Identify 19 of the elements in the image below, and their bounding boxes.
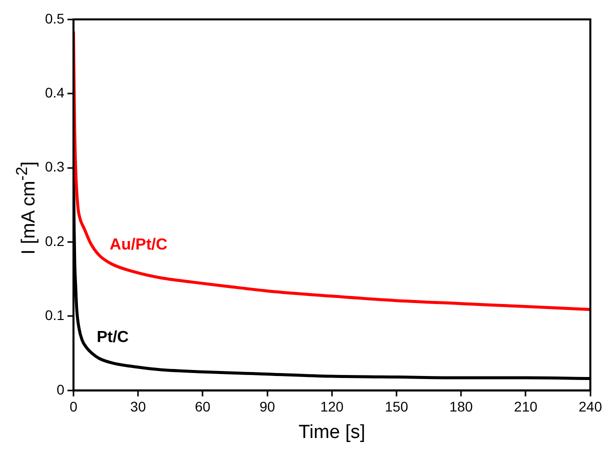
y-tick-label: 0.3 <box>44 158 65 175</box>
series-label: Pt/C <box>96 328 130 346</box>
x-tick-label: 150 <box>384 398 408 415</box>
y-tick-label: 0.2 <box>44 232 65 249</box>
series-label: Au/Pt/C <box>110 236 168 254</box>
y-tick-label: 0.1 <box>44 307 65 324</box>
x-tick-label: 210 <box>514 398 538 415</box>
x-tick-label: 240 <box>578 398 602 415</box>
x-tick-label: 180 <box>449 398 473 415</box>
x-tick-label: 90 <box>259 398 276 415</box>
x-axis-title: Time [s] <box>298 422 366 443</box>
x-tick-label: 0 <box>70 398 78 415</box>
x-tick-label: 120 <box>320 398 344 415</box>
x-tick-label: 60 <box>194 398 211 415</box>
y-tick-label: 0.4 <box>44 84 65 100</box>
line-series <box>73 30 590 312</box>
y-tick-label: 0 <box>56 381 65 398</box>
x-tick-label: 30 <box>130 398 146 415</box>
y-tick-label: 0.5 <box>44 10 65 26</box>
